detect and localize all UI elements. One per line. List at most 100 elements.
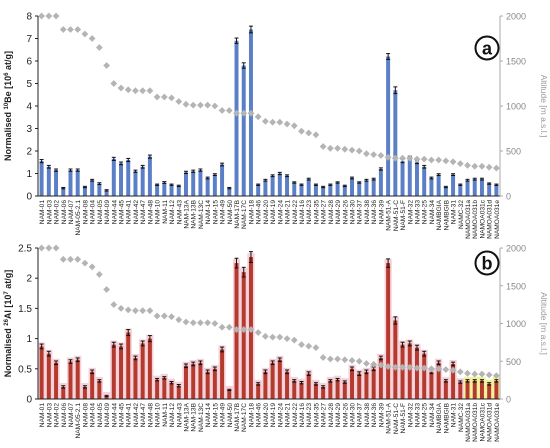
bar bbox=[126, 332, 131, 399]
error-bar bbox=[299, 380, 304, 385]
x-tick-label: NAMOA031e bbox=[494, 200, 501, 239]
altitude-marker bbox=[189, 101, 197, 109]
error-bar bbox=[429, 176, 434, 180]
bar bbox=[220, 349, 225, 399]
panel-a-y2-ticks: 0 500 1000 1500 2000 bbox=[500, 12, 526, 202]
x-tick-label: NAM-36 bbox=[371, 200, 378, 225]
altitude-marker bbox=[218, 107, 226, 114]
x-tick-label: NAM-28 bbox=[328, 403, 335, 428]
altitude-marker bbox=[348, 146, 356, 154]
error-bar bbox=[378, 167, 383, 171]
x-tick-label: NAM-03 bbox=[46, 403, 53, 428]
bar bbox=[285, 175, 290, 196]
x-tick-label: NAM-42 bbox=[133, 403, 140, 428]
x-tick-label: NAM-14 bbox=[205, 200, 212, 225]
altitude-marker bbox=[449, 366, 457, 374]
bar bbox=[292, 380, 297, 399]
altitude-marker bbox=[132, 307, 139, 315]
altitude-marker bbox=[182, 318, 190, 326]
bar bbox=[111, 158, 116, 196]
bar bbox=[422, 166, 427, 196]
bar bbox=[198, 362, 203, 399]
error-bar bbox=[227, 186, 232, 190]
x-tick-label: NAMOA031d bbox=[487, 200, 494, 239]
bar bbox=[487, 183, 492, 196]
error-bar bbox=[162, 181, 167, 184]
bar bbox=[263, 180, 268, 196]
x-tick-label: NAM-07 bbox=[68, 403, 75, 428]
error-bar bbox=[104, 394, 109, 398]
altitude-marker bbox=[233, 109, 240, 117]
error-bar bbox=[82, 185, 87, 189]
bar bbox=[414, 347, 419, 399]
error-bar bbox=[46, 350, 51, 357]
bar bbox=[46, 353, 51, 399]
altitude-marker bbox=[363, 360, 370, 367]
error-bar bbox=[451, 361, 456, 367]
error-bar bbox=[393, 86, 398, 95]
x-tick-label: NAM-47 bbox=[140, 200, 147, 225]
bar bbox=[140, 343, 145, 399]
altitude-marker bbox=[290, 122, 298, 130]
altitude-marker bbox=[182, 100, 190, 108]
bar bbox=[68, 361, 73, 399]
error-bar bbox=[176, 184, 181, 188]
x-tick-label: NAM-12 bbox=[169, 403, 176, 428]
error-bar bbox=[357, 181, 362, 184]
altitude-marker bbox=[420, 364, 428, 372]
error-bar bbox=[75, 357, 80, 363]
x-tick-label: NAM-13C bbox=[198, 200, 205, 229]
y2-tick-label: 1500 bbox=[506, 281, 526, 291]
x-tick-label: NAM-01 bbox=[39, 200, 46, 225]
error-bar bbox=[212, 366, 217, 372]
x-tick-label: NAM-31 bbox=[451, 403, 458, 428]
y2-tick-label: 2000 bbox=[506, 12, 526, 22]
x-tick-label: NAM-48 bbox=[147, 403, 154, 428]
y-tick-label: 0 bbox=[26, 192, 32, 203]
error-bar bbox=[335, 181, 340, 184]
altitude-marker bbox=[204, 319, 212, 327]
altitude-marker bbox=[67, 255, 74, 263]
bar bbox=[140, 166, 145, 196]
bar bbox=[357, 182, 362, 196]
bar bbox=[241, 65, 246, 196]
error-bar bbox=[465, 379, 470, 383]
x-tick-label: NAM-24 bbox=[277, 403, 284, 428]
error-bar bbox=[205, 369, 210, 375]
error-bar bbox=[487, 182, 492, 185]
altitude-marker bbox=[492, 164, 500, 172]
x-tick-label: NAM-19 bbox=[270, 403, 277, 428]
panel-b-x-ticks: NAM-01 NAM-03 NAM-02 NAM-06 NAM-07 NAM-05-2.1… bbox=[39, 402, 501, 442]
bar bbox=[458, 184, 463, 196]
x-tick-label: NAM-34 bbox=[429, 200, 436, 225]
x-tick-label: NAM-51-A bbox=[386, 199, 393, 230]
altitude-marker bbox=[95, 271, 103, 278]
error-bar bbox=[494, 183, 499, 186]
bar bbox=[104, 190, 109, 196]
error-bar bbox=[162, 376, 167, 380]
bar bbox=[68, 170, 73, 196]
error-bar bbox=[386, 53, 391, 60]
x-tick-label: NAM-19 bbox=[270, 200, 277, 225]
bar bbox=[119, 163, 124, 196]
altitude-marker bbox=[406, 363, 414, 371]
bar bbox=[46, 166, 51, 196]
error-bar bbox=[479, 379, 484, 383]
bar bbox=[443, 380, 448, 399]
x-tick-label: NAM-33 bbox=[414, 200, 421, 225]
error-bar bbox=[342, 184, 347, 188]
bar bbox=[285, 371, 290, 399]
altitude-marker bbox=[160, 312, 168, 320]
error-bar bbox=[472, 177, 477, 181]
error-bar bbox=[458, 183, 463, 186]
altitude-marker bbox=[211, 102, 219, 110]
altitude-marker bbox=[153, 93, 161, 101]
error-bar bbox=[277, 171, 282, 176]
y-tick-label: 5 bbox=[26, 79, 32, 90]
altitude-marker bbox=[261, 332, 269, 340]
error-bar bbox=[169, 183, 174, 186]
x-tick-label: NAMOA031e bbox=[494, 403, 501, 442]
bar bbox=[378, 357, 383, 399]
bar bbox=[82, 386, 87, 399]
bar bbox=[61, 188, 66, 196]
